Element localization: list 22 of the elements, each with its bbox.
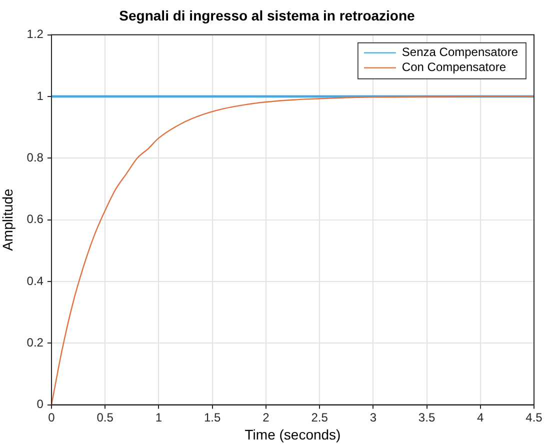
x-tick-label: 4 bbox=[477, 410, 484, 424]
chart-title: Segnali di ingresso al sistema in retroazione bbox=[119, 7, 416, 24]
x-tick-label: 0 bbox=[48, 410, 56, 424]
y-tick-label: 0.8 bbox=[26, 150, 44, 164]
y-tick-label: 0.2 bbox=[26, 335, 44, 350]
x-tick-label: 2 bbox=[262, 410, 270, 424]
y-axis-title: Amplitude bbox=[0, 188, 16, 251]
x-tick-label: 1.5 bbox=[204, 410, 221, 424]
y-tick-label: 0.4 bbox=[26, 274, 44, 288]
x-tick-label: 2.5 bbox=[311, 410, 328, 424]
x-tick-label: 4.5 bbox=[526, 410, 543, 424]
legend-label: Senza Compensatore bbox=[402, 45, 518, 60]
x-tick-label: 0.5 bbox=[96, 410, 114, 424]
y-tick-label: 1 bbox=[36, 88, 44, 103]
legend-label: Con Compensatore bbox=[402, 60, 506, 74]
x-axis-title: Time (seconds) bbox=[244, 426, 341, 442]
y-tick-label: 0 bbox=[36, 397, 44, 412]
x-tick-label: 1 bbox=[155, 410, 162, 424]
y-tick-label: 0.6 bbox=[26, 212, 44, 226]
x-tick-label: 3.5 bbox=[418, 410, 436, 424]
y-tick-label: 1.2 bbox=[26, 27, 44, 42]
x-tick-label: 3 bbox=[370, 410, 377, 424]
